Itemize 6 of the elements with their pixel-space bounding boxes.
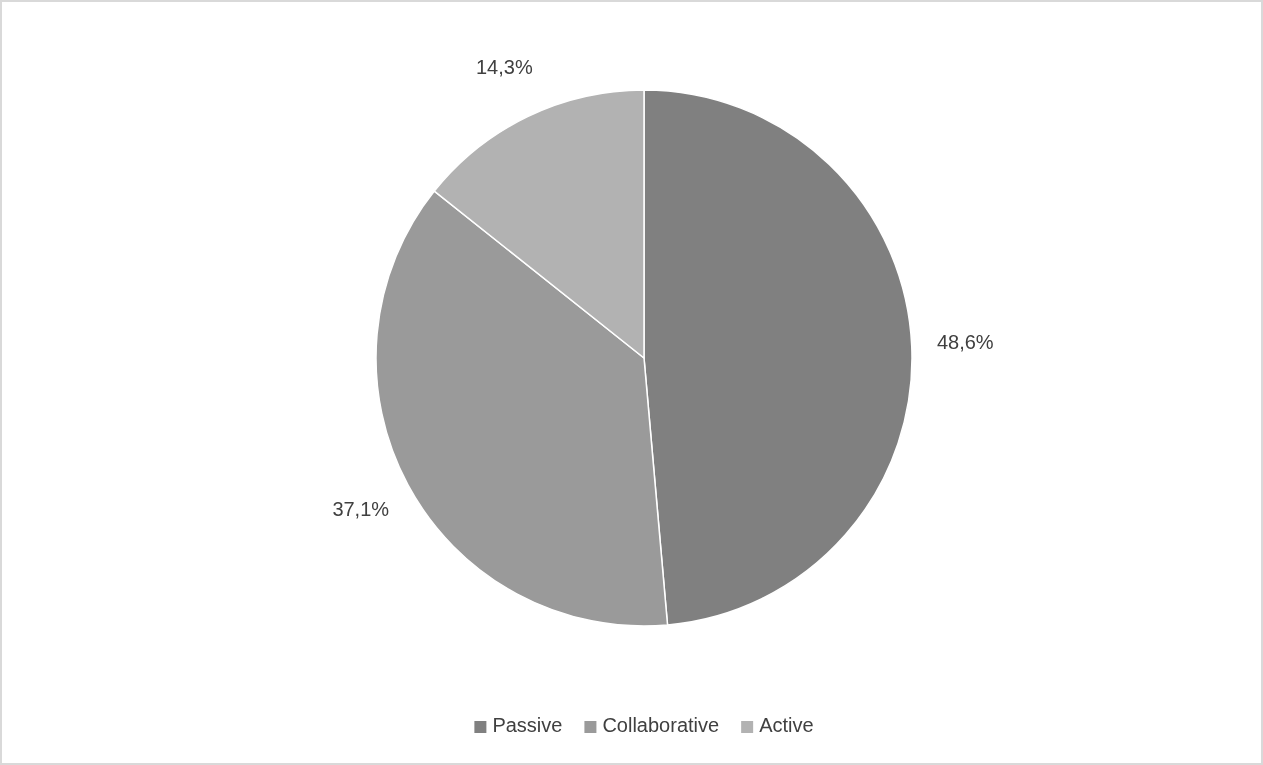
legend-label: Active [759,714,814,737]
data-label: 14,3% [475,55,533,78]
legend-label: Collaborative [602,714,720,737]
legend-label: Passive [492,714,563,737]
data-label: 37,1% [332,497,390,520]
data-label: 48,6% [936,331,994,354]
